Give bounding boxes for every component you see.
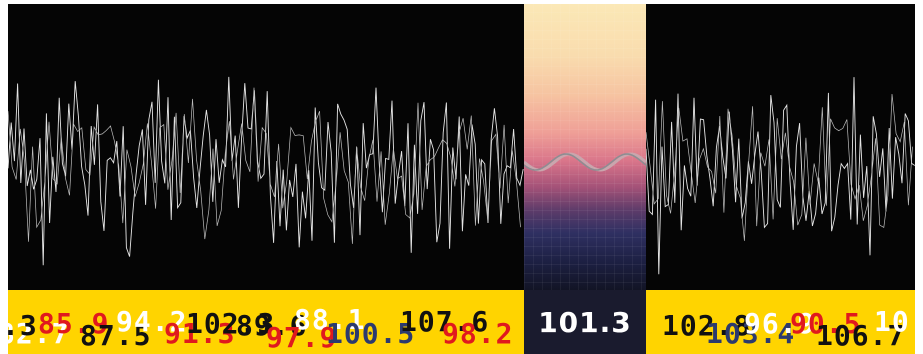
signal-scope bbox=[8, 4, 915, 290]
dial-label: 98.2 bbox=[442, 320, 513, 348]
current-frequency-box: 101.3 bbox=[524, 290, 646, 354]
carrier-wave bbox=[524, 4, 646, 290]
dial-label: .3 bbox=[8, 312, 38, 340]
current-frequency: 101.3 bbox=[538, 306, 632, 339]
dial-label: 10 bbox=[874, 308, 910, 336]
tuner-window[interactable] bbox=[524, 4, 646, 290]
frequency-dial[interactable]: 82.7 .3 85.9 87.5 94.2 91.3 102.3 89.6 8… bbox=[8, 290, 915, 354]
static-noise-waveform bbox=[8, 4, 915, 290]
